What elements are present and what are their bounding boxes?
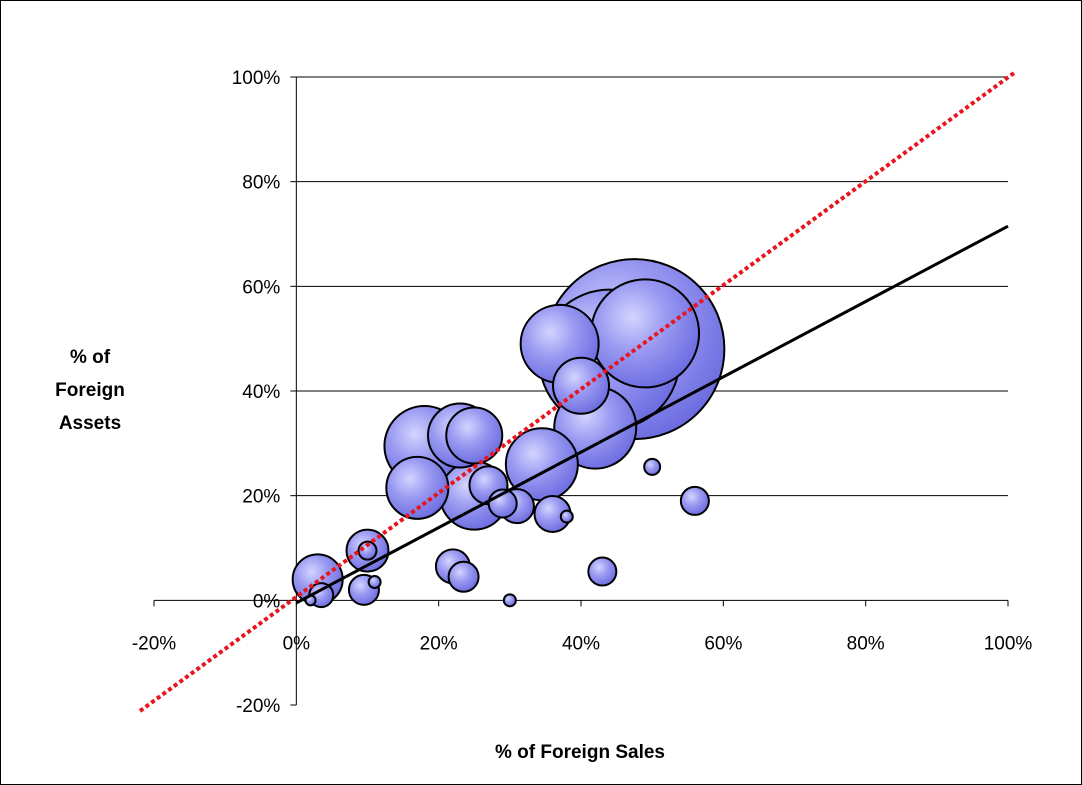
bubble-point	[502, 593, 517, 608]
tick-labels: -20% 0% 20% 40% 60% 80% 100% -20% 0% 20% 40% 60% 80%…	[132, 68, 1033, 717]
y-axis-title-line: % of	[70, 347, 111, 368]
y-tick-label: 100%	[232, 68, 281, 89]
y-tick-label: 40%	[242, 382, 280, 403]
y-tick-label: 80%	[242, 173, 280, 194]
trend-line	[295, 224, 1009, 605]
bubble-point	[559, 509, 574, 524]
x-axis-title: % of Foreign Sales	[495, 742, 665, 763]
y-axis-title-line: Assets	[59, 413, 121, 434]
y-axis-title-line: Foreign	[55, 380, 125, 401]
y-tick-label: 0%	[253, 591, 281, 612]
diagonal-45-line	[138, 71, 1016, 713]
bubble-point	[587, 556, 618, 587]
bubble-point	[447, 560, 480, 593]
bubble-point	[385, 455, 450, 520]
y-tick-label: -20%	[236, 696, 280, 717]
x-tick-label: 40%	[562, 633, 600, 654]
y-tick-label: 60%	[242, 277, 280, 298]
bubble-point	[357, 540, 378, 561]
x-tick-label: -20%	[132, 633, 176, 654]
bubble-point	[367, 575, 382, 590]
x-tick-label: 60%	[704, 633, 742, 654]
y-axis-title: % of Foreign Assets	[55, 347, 125, 434]
reference-lines	[138, 71, 1016, 713]
x-tick-label: 80%	[847, 633, 885, 654]
y-tick-label: 20%	[242, 487, 280, 508]
x-tick-label: 0%	[283, 633, 311, 654]
bubble-point	[445, 406, 504, 465]
x-tick-label: 100%	[984, 633, 1033, 654]
x-tick-label: 20%	[420, 633, 458, 654]
bubble-point	[679, 485, 710, 516]
bubble-point	[643, 457, 662, 476]
axes	[153, 76, 1009, 706]
